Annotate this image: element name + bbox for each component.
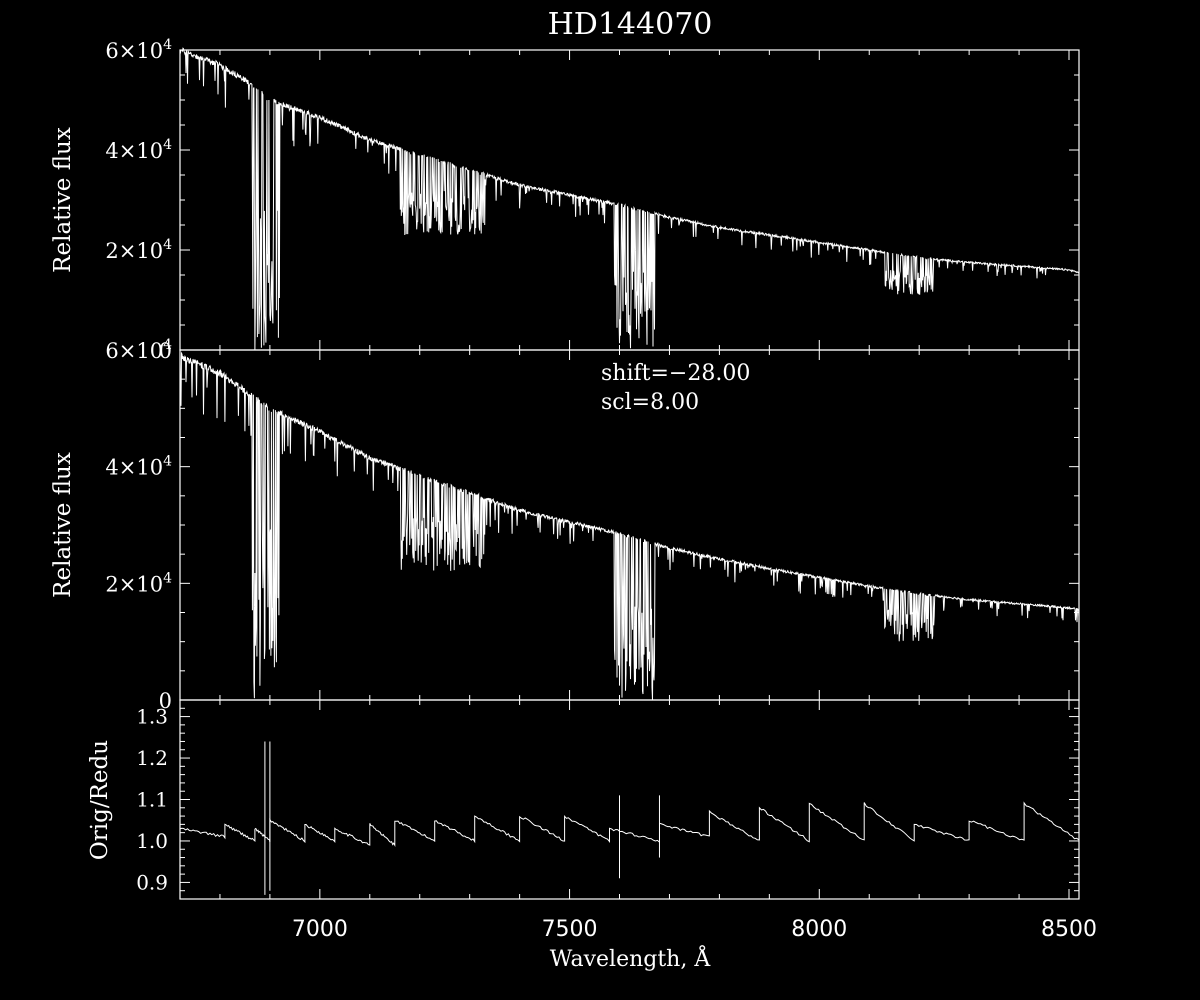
panel-top: 0 2×104 4×104 6×104 Relative flux bbox=[50, 37, 1080, 363]
x-axis-label: Wavelength, Å bbox=[550, 944, 712, 972]
y-tick-label: 0 bbox=[159, 689, 172, 713]
y-tick-label: 1.0 bbox=[136, 829, 168, 853]
y-tick-label: 0 bbox=[159, 339, 172, 363]
annotation-scale: scl=8.00 bbox=[601, 390, 699, 415]
y-tick-label: 1.2 bbox=[136, 746, 168, 770]
x-tick-label: 8000 bbox=[791, 917, 847, 942]
x-tick-label: 7500 bbox=[542, 917, 598, 942]
panel-bottom: 7000 7500 8000 8500 0.9 1.0 1.1 1.2 1.3 Orig/Redu bbox=[87, 699, 1097, 942]
y-tick-label: 4×104 bbox=[105, 454, 172, 480]
y-tick-label: 6×104 bbox=[105, 337, 172, 363]
y-tick-label: 0.9 bbox=[136, 870, 168, 894]
y-tick-label: 1.3 bbox=[136, 705, 168, 729]
y-axis-label: Orig/Redu bbox=[87, 740, 113, 860]
x-tick-label: 7000 bbox=[292, 917, 348, 942]
x-tick-label: 8500 bbox=[1041, 917, 1097, 942]
spectrum-line bbox=[179, 47, 1080, 350]
spectrum-line bbox=[179, 351, 1080, 700]
chart-title: HD144070 bbox=[548, 7, 713, 42]
y-tick-label: 6×104 bbox=[105, 37, 172, 63]
y-axis-label: Relative flux bbox=[50, 452, 76, 598]
y-tick-label: 4×104 bbox=[105, 137, 172, 163]
ratio-line bbox=[179, 801, 1080, 847]
y-tick-label: 2×104 bbox=[105, 570, 172, 596]
y-tick-label: 2×104 bbox=[105, 237, 172, 263]
y-axis-label: Relative flux bbox=[50, 127, 76, 273]
y-tick-label: 1.1 bbox=[136, 788, 168, 812]
panel-middle: 0 2×104 4×104 6×104 Relative flux bbox=[50, 337, 1080, 713]
annotation-shift: shift=−28.00 bbox=[601, 361, 750, 386]
